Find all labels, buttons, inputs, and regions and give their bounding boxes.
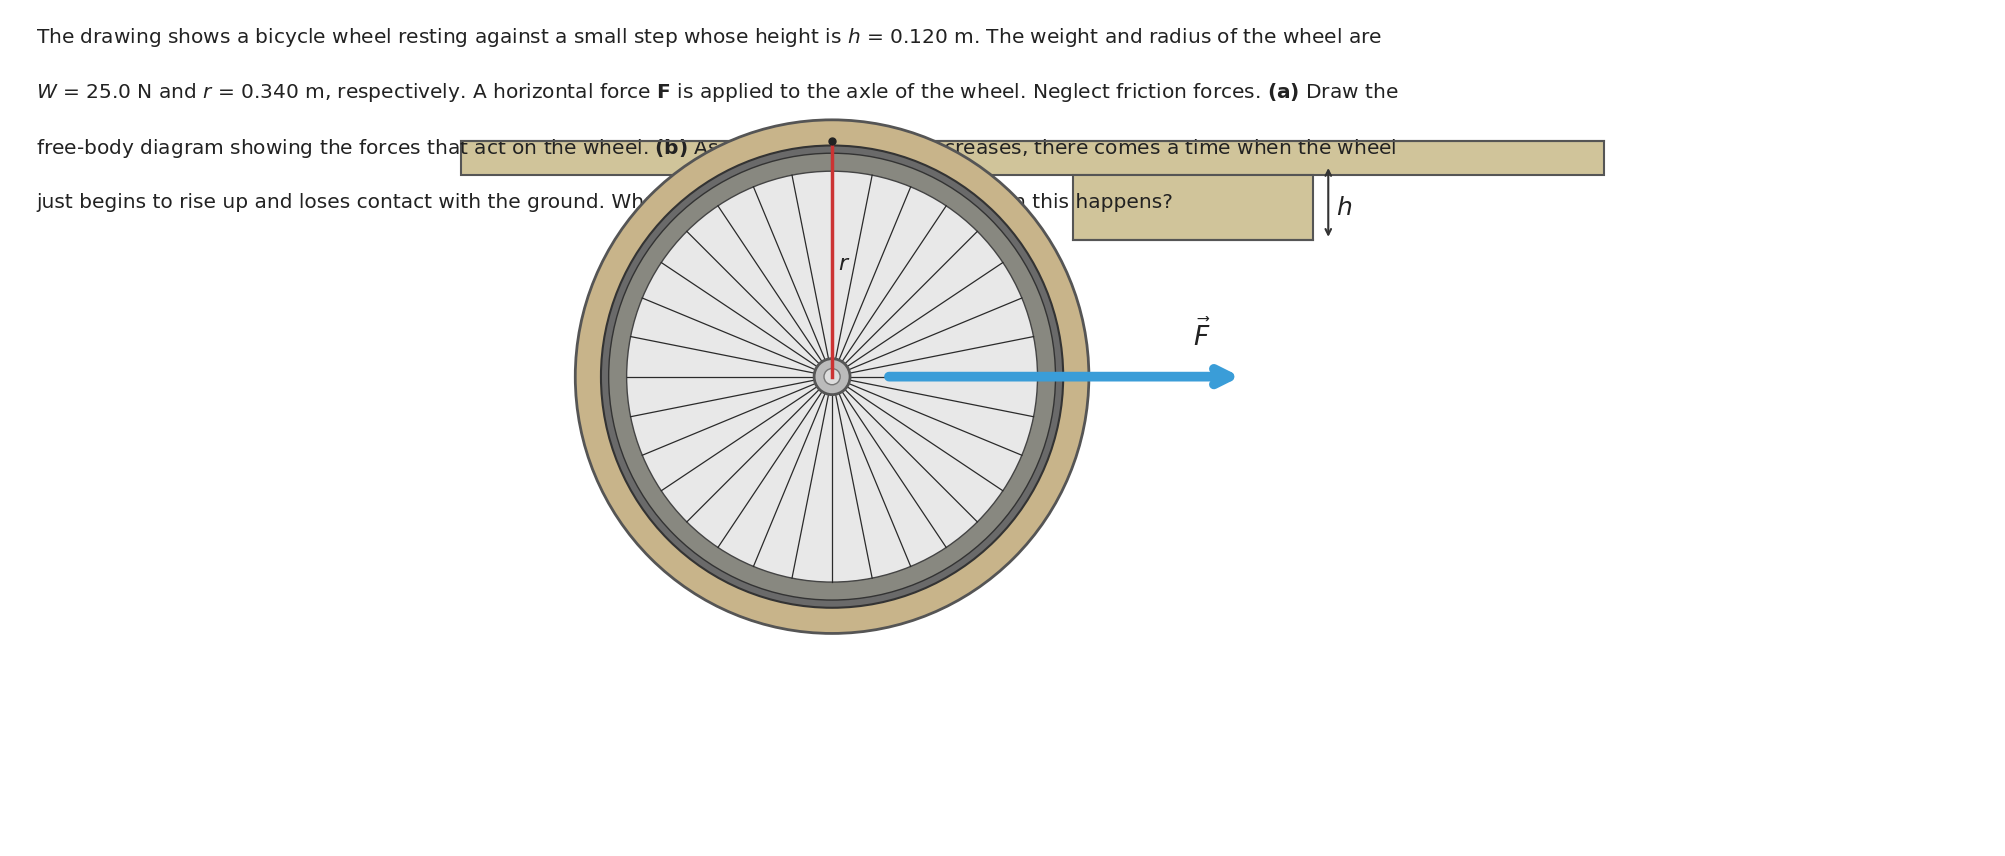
- Circle shape: [575, 120, 1089, 633]
- Bar: [461, 141, 1604, 175]
- Text: $W$ = 25.0 N and $r$ = 0.340 m, respectively. A horizontal force $\mathbf{F}$ is: $W$ = 25.0 N and $r$ = 0.340 m, respecti…: [36, 81, 1399, 104]
- Text: $h$: $h$: [1335, 195, 1353, 220]
- Bar: [1073, 175, 1313, 240]
- Circle shape: [824, 369, 840, 384]
- Text: free-body diagram showing the forces that act on the wheel. $\mathbf{(b)}$ As th: free-body diagram showing the forces tha…: [36, 137, 1397, 160]
- Circle shape: [610, 153, 1055, 600]
- Circle shape: [602, 146, 1063, 608]
- Text: just begins to rise up and loses contact with the ground. What is the magnitude : just begins to rise up and loses contact…: [36, 193, 1173, 211]
- Text: $\vec{F}$: $\vec{F}$: [1193, 319, 1211, 352]
- Text: The drawing shows a bicycle wheel resting against a small step whose height is $: The drawing shows a bicycle wheel restin…: [36, 26, 1381, 49]
- Circle shape: [814, 359, 850, 395]
- Text: $r$: $r$: [838, 254, 850, 274]
- Circle shape: [628, 171, 1037, 582]
